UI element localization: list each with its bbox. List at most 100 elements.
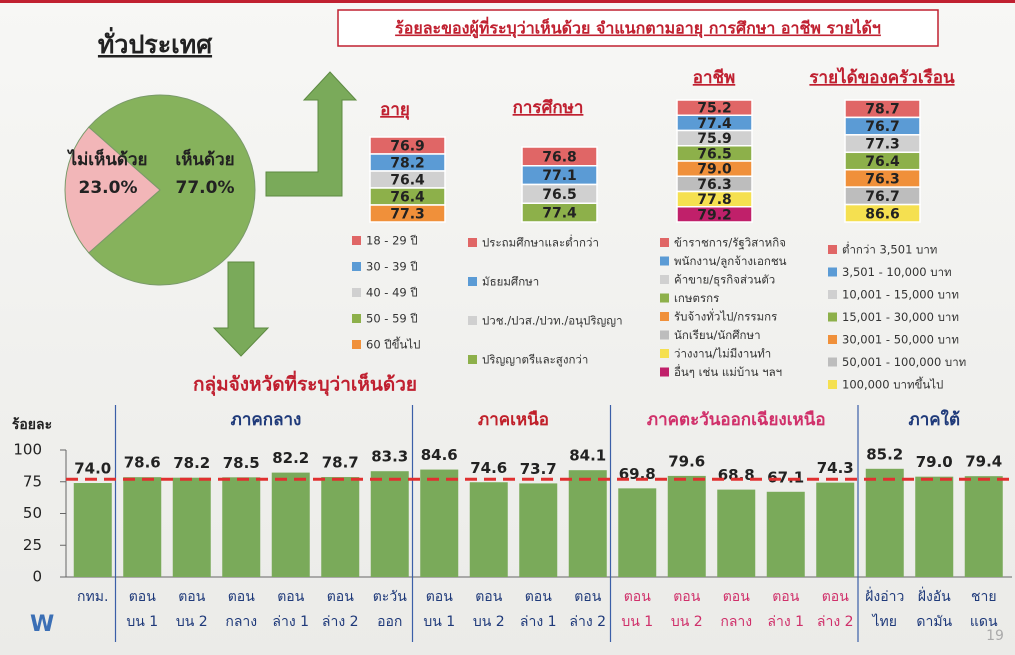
group-label: ภาคตะวันออกเฉียงเหนือ [647, 409, 826, 430]
legend-swatch [468, 355, 477, 364]
x-tick-label: ตอน [228, 589, 256, 605]
x-tick-label: ชาย [971, 589, 997, 605]
stack-value: 76.9 [390, 139, 425, 155]
stack-value: 76.7 [865, 119, 900, 135]
legend-label: รับจ้างทั่วไป/กรรมกร [674, 309, 777, 324]
legend-swatch [660, 293, 669, 303]
legend-swatch [828, 335, 837, 344]
x-tick-label: ดามัน [916, 614, 952, 630]
stack-value: 77.3 [390, 207, 425, 223]
bar [667, 475, 706, 577]
stack-value: 77.3 [865, 137, 900, 153]
bar [717, 489, 756, 577]
group-label: ภาคใต้ [909, 409, 960, 430]
bar [618, 488, 657, 577]
stack-value: 76.4 [390, 173, 425, 189]
bar-value: 68.8 [718, 466, 755, 484]
legend-swatch [352, 262, 361, 271]
legend-label: อื่นๆ เช่น แม่บ้าน ฯลฯ [674, 364, 782, 379]
legend-swatch [352, 340, 361, 349]
stack-cell [369, 204, 446, 223]
page-number: 19 [986, 628, 1004, 644]
bar [420, 469, 459, 577]
legend-swatch [660, 238, 669, 247]
x-tick-label: ตอน [426, 589, 454, 605]
stack-cell [521, 202, 598, 223]
legend-swatch [660, 275, 669, 284]
legend-swatch [828, 380, 837, 389]
x-tick-label: ไทย [872, 613, 897, 630]
stack-title: รายได้ของครัวเรือน [809, 67, 955, 88]
header-box [337, 9, 939, 47]
legend-label: มัธยมศึกษา [482, 275, 539, 289]
pie-value: 77.0% [176, 178, 235, 198]
bar [469, 482, 508, 577]
stack-value: 78.7 [865, 102, 900, 118]
stack-value: 78.2 [390, 156, 425, 172]
stack-value: 79.2 [697, 207, 732, 223]
bar-value: 85.2 [866, 445, 903, 463]
bar-value: 78.2 [173, 454, 210, 472]
bar-value: 74.3 [817, 459, 854, 477]
bar [568, 470, 607, 577]
legend-label: ประถมศึกษาและต่ำกว่า [482, 235, 599, 250]
pie-label: เห็นด้วย [175, 147, 234, 170]
x-tick-label: ตอน [178, 589, 206, 605]
x-tick-label: ล่าง 1 [272, 614, 309, 630]
legend-label: ปริญญาตรีและสูงกว่า [482, 353, 588, 367]
x-tick-label: ตอน [822, 589, 850, 605]
y-tick-label: 100 [13, 441, 42, 459]
arrow-right-up [265, 71, 358, 197]
legend-swatch [660, 367, 669, 377]
legend-label: 10,001 - 15,000 บาท [842, 288, 959, 302]
x-tick-label: ตอน [574, 589, 602, 605]
stack-cell [844, 203, 921, 223]
stack-value: 86.6 [865, 206, 900, 222]
stack-title: อายุ [380, 100, 410, 120]
bar-value: 82.2 [272, 449, 309, 467]
bar [73, 483, 112, 577]
bar-value: 74.6 [470, 459, 507, 477]
bar [766, 491, 805, 577]
x-tick-label: ล่าง 2 [569, 614, 606, 630]
header-title: ร้อยละของผู้ที่ระบุว่าเห็นด้วย จำแนกตามอ… [395, 17, 881, 40]
y-tick-label: 25 [23, 536, 42, 554]
x-tick-label: ตอน [525, 589, 553, 605]
x-tick-label: บน 2 [176, 614, 208, 630]
bar [271, 472, 310, 577]
bar-value: 84.6 [421, 446, 458, 464]
charts: เห็นด้วย 77.0% ไม่เห็นด้วย 23.0% อายุ 76.9 18 … [12, 67, 1012, 642]
stack-value: 77.8 [697, 192, 732, 208]
stack-cell [676, 206, 753, 223]
x-tick-label: ออก [377, 614, 402, 630]
x-tick-label: ตอน [327, 589, 355, 605]
pie-slice [64, 126, 161, 254]
stack-value: 76.7 [865, 189, 900, 205]
legend-swatch [352, 236, 361, 245]
bar-value: 84.1 [569, 447, 606, 465]
x-tick-label: กทม. [77, 589, 108, 605]
legend-label: ข้าราชการ/รัฐวิสาหกิจ [674, 236, 786, 250]
bar [964, 476, 1003, 577]
stack-title: อาชีพ [693, 67, 736, 88]
x-tick-label: ตอน [772, 589, 800, 605]
legend-swatch [660, 330, 669, 340]
stack-title: การศึกษา [513, 98, 584, 118]
legend-swatch [828, 245, 837, 254]
stack-value: 76.4 [865, 154, 900, 170]
legend-label: 40 - 49 ปี [366, 286, 418, 300]
bar [370, 471, 409, 577]
x-tick-label: กลาง [225, 614, 257, 630]
legend-swatch [352, 314, 361, 323]
legend-swatch [352, 288, 361, 297]
bar [172, 477, 211, 577]
stack-value: 76.5 [542, 187, 577, 203]
logo: W [30, 612, 54, 637]
x-tick-label: บน 1 [423, 614, 455, 630]
bar-value: 73.7 [520, 460, 557, 478]
x-tick-label: ล่าง 1 [767, 614, 804, 630]
legend-swatch [828, 290, 837, 299]
group-label: ภาคเหนือ [478, 409, 549, 430]
stack-value: 77.4 [542, 206, 577, 222]
